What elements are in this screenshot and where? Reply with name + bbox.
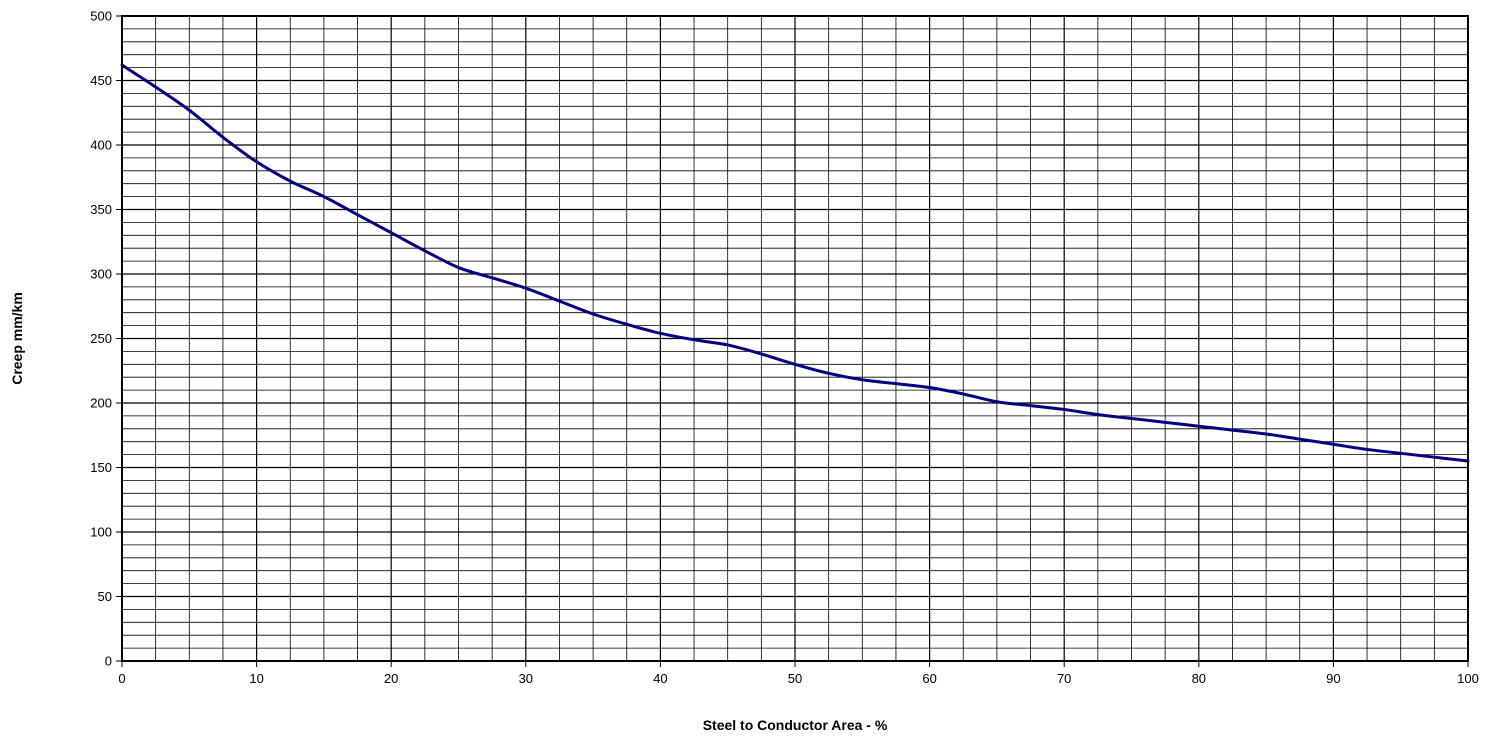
y-tick-label: 100	[90, 525, 112, 540]
y-tick-label: 250	[90, 331, 112, 346]
x-tick-label: 30	[519, 671, 533, 686]
x-tick-label: 10	[249, 671, 263, 686]
x-tick-label: 50	[788, 671, 802, 686]
y-tick-label: 300	[90, 267, 112, 282]
y-tick-label: 0	[105, 654, 112, 669]
y-tick-label: 50	[98, 589, 112, 604]
series-lines	[120, 63, 1470, 463]
x-tick-label: 40	[653, 671, 667, 686]
y-tick-label: 200	[90, 396, 112, 411]
y-tick-label: 500	[90, 9, 112, 24]
y-tick-label: 350	[90, 202, 112, 217]
x-tick-label: 80	[1192, 671, 1206, 686]
creep-series-line	[120, 63, 1470, 463]
grid-lines	[121, 15, 1469, 662]
x-tick-label: 100	[1457, 671, 1479, 686]
x-tick-label: 70	[1057, 671, 1071, 686]
x-axis-title: Steel to Conductor Area - %	[703, 717, 888, 733]
x-tick-label: 90	[1326, 671, 1340, 686]
axis-ticks: 0 10 20 30 40 50 60 70 80 90 100 0 50 100 150 200 250 300…	[90, 9, 1479, 687]
x-tick-label: 0	[118, 671, 125, 686]
y-tick-label: 400	[90, 138, 112, 153]
y-tick-label: 150	[90, 460, 112, 475]
y-tick-label: 450	[90, 73, 112, 88]
y-axis-title: Creep mm/km	[9, 292, 25, 385]
x-tick-label: 60	[922, 671, 936, 686]
x-tick-label: 20	[384, 671, 398, 686]
